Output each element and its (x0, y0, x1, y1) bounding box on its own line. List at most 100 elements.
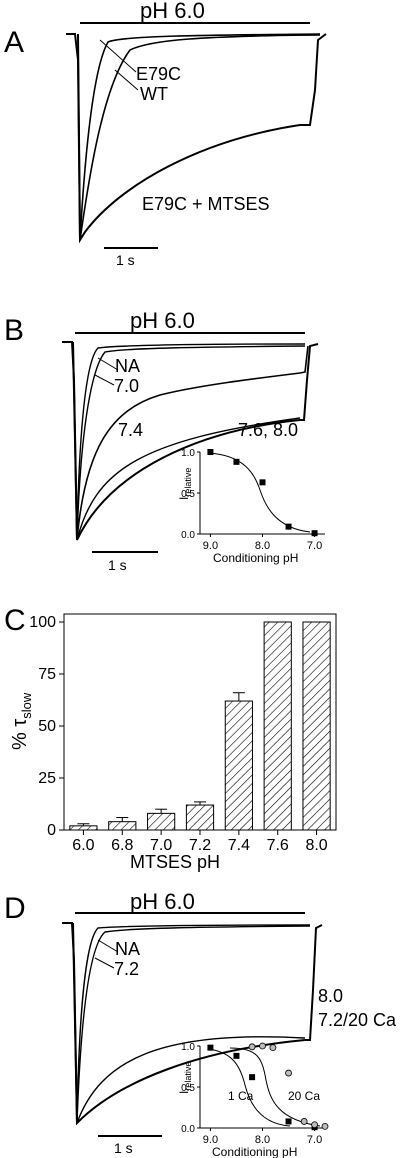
trace-ph-7-6-8-0 (62, 341, 319, 541)
pointer-na-d (97, 939, 119, 953)
inset-point (300, 1118, 308, 1125)
c-xtick-label: 8.0 (305, 837, 327, 854)
inset-b: 0.0 0.5 1.0 9.0 8.0 7.0 Irelative Conditionin… (177, 448, 325, 565)
inset-d-xlabel: Conditioning pH (212, 1145, 297, 1158)
c-xtick-label: 7.6 (267, 837, 289, 854)
inset-xtick-label: 9.0 (203, 540, 218, 552)
inset-xtick-label: 7.0 (307, 540, 322, 552)
trace-na (76, 343, 306, 541)
curve-label-7-2: 7.2 (114, 959, 139, 979)
inset-xtick-label: 8.0 (255, 1134, 270, 1146)
trace-na-d (76, 924, 311, 1124)
curve-label-e79c: E79C (136, 64, 181, 84)
inset-b-ticks: 0.0 0.5 1.0 9.0 8.0 7.0 (181, 448, 322, 552)
c-xaxis: 6.0 6.8 7.0 7.2 7.4 7.6 8.0 (72, 830, 328, 854)
pointer-7-2 (94, 957, 115, 969)
inset-d: 0.00.51.09.0 8.0 7.0 1 Ca 20 Ca Irelative … (177, 1042, 329, 1158)
trace-7-2 (76, 925, 311, 1124)
c-xtick-label: 7.4 (228, 837, 250, 854)
c-ytick-label: 0 (47, 822, 56, 839)
inset-d-series-1ca: 1 Ca (228, 1089, 254, 1103)
curve-label-e79c-mtses: E79C + MTSES (142, 194, 270, 214)
curve-label-na-b: NA (115, 356, 140, 376)
inset-ytick-label: 0.5 (181, 1083, 195, 1094)
c-bar (108, 821, 137, 831)
c-xtick-label: 7.2 (189, 837, 211, 854)
c-bars (69, 621, 331, 831)
inset-xtick-label: 7.0 (307, 1134, 322, 1146)
inset-point (259, 1042, 266, 1050)
c-ytick-label: 50 (38, 718, 56, 735)
c-bar (69, 825, 98, 831)
c-ytick-label: 25 (38, 770, 56, 787)
inset-point (249, 1074, 256, 1081)
curve-label-7-6-8-0: 7.6, 8.0 (238, 420, 298, 440)
pointer-e79c (99, 39, 137, 73)
curve-label-7-2-20ca: 7.2/20 Ca (318, 1010, 397, 1030)
pointer-7-0 (94, 374, 115, 386)
inset-point (207, 1044, 214, 1051)
inset-point (321, 1122, 329, 1130)
inset-point (311, 1121, 318, 1129)
inset-ytick-label: 0.0 (181, 1124, 195, 1135)
c-ytick-label: 100 (29, 614, 56, 631)
curve-label-7-4: 7.4 (118, 420, 143, 440)
inset-xtick-label: 8.0 (255, 540, 270, 552)
curve-label-8-0: 8.0 (318, 986, 343, 1006)
inset-point (233, 1052, 240, 1059)
inset-d-ylabel: Irelative (177, 1062, 193, 1094)
trace-ph-7-0 (76, 345, 306, 541)
inset-point (207, 449, 214, 455)
scale-bar-label-a: 1 s (116, 252, 135, 268)
panel-letter-b: B (4, 314, 24, 347)
inset-point (285, 523, 292, 530)
trace-e79c-mtses (66, 33, 327, 244)
inset-b-xlabel: Conditioning pH (213, 551, 298, 565)
inset-ytick-label: 0.5 (181, 489, 195, 500)
inset-point (233, 458, 240, 465)
trace-e79c (79, 33, 321, 241)
inset-xtick-label: 9.0 (203, 1134, 218, 1146)
panel-b: B pH 6.0 NA 7.0 7.4 7.6, 8.0 1 s 0.0 0.5 1… (4, 308, 325, 573)
c-bar (302, 621, 331, 831)
inset-b-ylabel: Irelative (177, 468, 193, 500)
trace-ph-7-4 (76, 345, 309, 541)
condition-label-a: pH 6.0 (140, 0, 205, 23)
panel-letter-a: A (4, 26, 24, 59)
condition-label-d: pH 6.0 (130, 889, 195, 914)
pointer-wt (114, 69, 139, 91)
pointer-na (97, 357, 119, 371)
c-yaxis: 0 25 50 75 100 (29, 614, 64, 839)
inset-ytick-label: 1.0 (181, 1042, 195, 1053)
inset-point (285, 1069, 292, 1077)
panel-letter-d: D (4, 892, 26, 925)
inset-d-fit-1ca (207, 1048, 291, 1127)
inset-ytick-label: 0.0 (181, 530, 195, 541)
plot-frame-c (63, 613, 337, 831)
curve-label-wt: WT (140, 84, 168, 104)
trace-8-0 (62, 922, 323, 1126)
inset-point (311, 530, 318, 537)
c-xtick-label: 6.8 (111, 837, 133, 854)
curve-label-na-d: NA (115, 939, 140, 959)
trace-7-2-20ca (76, 1036, 306, 1124)
panel-letter-c: C (4, 604, 26, 637)
inset-d-fit-20ca (229, 1047, 321, 1127)
inset-b-fit (207, 452, 311, 533)
c-bar (185, 804, 215, 831)
c-bar (147, 812, 176, 831)
panel-a: A pH 6.0 E79C WT E79C + MTSES 1 s (4, 0, 327, 268)
inset-d-series-20ca: 20 Ca (288, 1089, 320, 1103)
inset-point (285, 1118, 292, 1125)
panel-c: C 0 25 50 75 100 6.0 6.8 7.0 7.2 7.4 7.6 8.0 % τsl… (4, 604, 337, 872)
c-xtick-label: 6.0 (72, 837, 94, 854)
c-xtick-label: 7.0 (150, 837, 172, 854)
c-ylabel: % τslow (9, 692, 34, 750)
inset-point (248, 1043, 256, 1051)
inset-point (269, 1044, 277, 1052)
c-bar (224, 700, 253, 831)
trace-wt (79, 34, 321, 241)
condition-label-b: pH 6.0 (130, 308, 195, 333)
inset-ytick-label: 1.0 (181, 448, 195, 459)
